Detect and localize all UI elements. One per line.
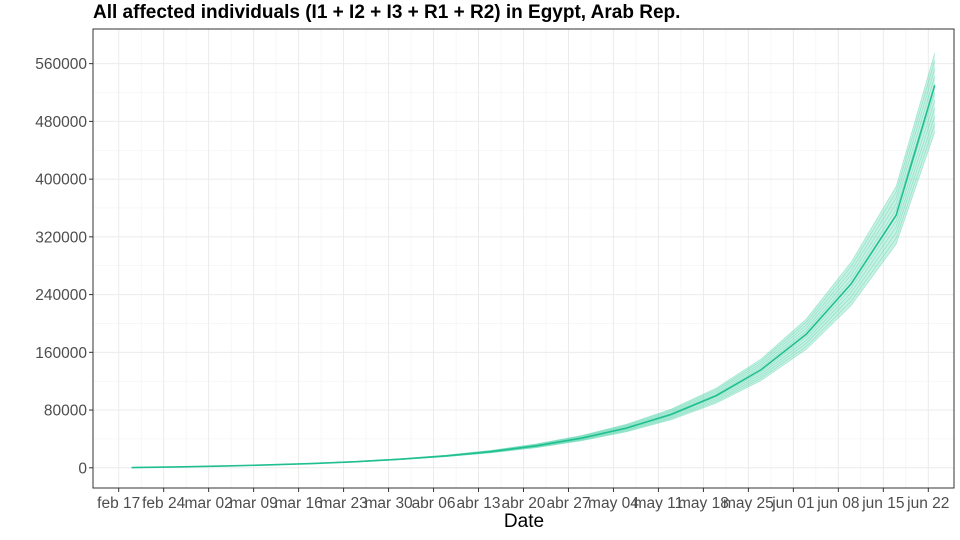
trajectory-line [131, 116, 936, 468]
trajectory-line [131, 124, 936, 468]
y-tick-label: 0 [78, 460, 87, 477]
x-tick-label: jun 15 [861, 495, 904, 512]
x-axis-title: Date [503, 511, 545, 532]
trajectory-line [131, 100, 936, 468]
x-tick-label: abr 27 [547, 495, 591, 512]
x-tick-label: may 04 [588, 495, 639, 512]
median-line [131, 85, 936, 469]
trajectory-line [131, 76, 936, 468]
x-tick-label: feb 17 [97, 495, 140, 512]
x-tick-label: mar 16 [274, 495, 322, 512]
y-tick-label: 240000 [35, 287, 87, 304]
y-tick-label: 480000 [35, 114, 87, 131]
x-tick-label: jun 22 [906, 495, 949, 512]
trajectory-line [131, 92, 936, 468]
trajectory-line [131, 132, 936, 468]
y-tick-label: 320000 [35, 229, 87, 246]
y-tick-label: 560000 [35, 56, 87, 73]
x-tick-label: mar 30 [364, 495, 413, 512]
x-tick-label: jun 08 [816, 495, 859, 512]
x-tick-label: may 11 [634, 495, 684, 512]
trajectory-line [131, 108, 936, 468]
x-tick-label: may 18 [678, 495, 729, 512]
x-tick-label: may 25 [723, 495, 774, 512]
x-tick-label: abr 13 [457, 495, 501, 512]
chart-title: All affected individuals (I1 + I2 + I3 +… [93, 2, 681, 23]
x-tick-label: mar 02 [185, 495, 233, 512]
x-tick-label: abr 20 [502, 495, 546, 512]
y-tick-label: 80000 [44, 403, 87, 420]
y-tick-label: 160000 [35, 345, 87, 362]
x-tick-label: abr 06 [412, 495, 456, 512]
x-tick-label: mar 09 [230, 495, 278, 512]
trajectory-line [131, 68, 936, 468]
x-tick-label: mar 23 [319, 495, 367, 512]
uncertainty-band [131, 52, 935, 468]
x-tick-label: feb 24 [142, 495, 185, 512]
y-tick-label: 400000 [35, 172, 87, 189]
trajectory-line [131, 52, 936, 468]
x-tick-label: jun 01 [771, 495, 814, 512]
